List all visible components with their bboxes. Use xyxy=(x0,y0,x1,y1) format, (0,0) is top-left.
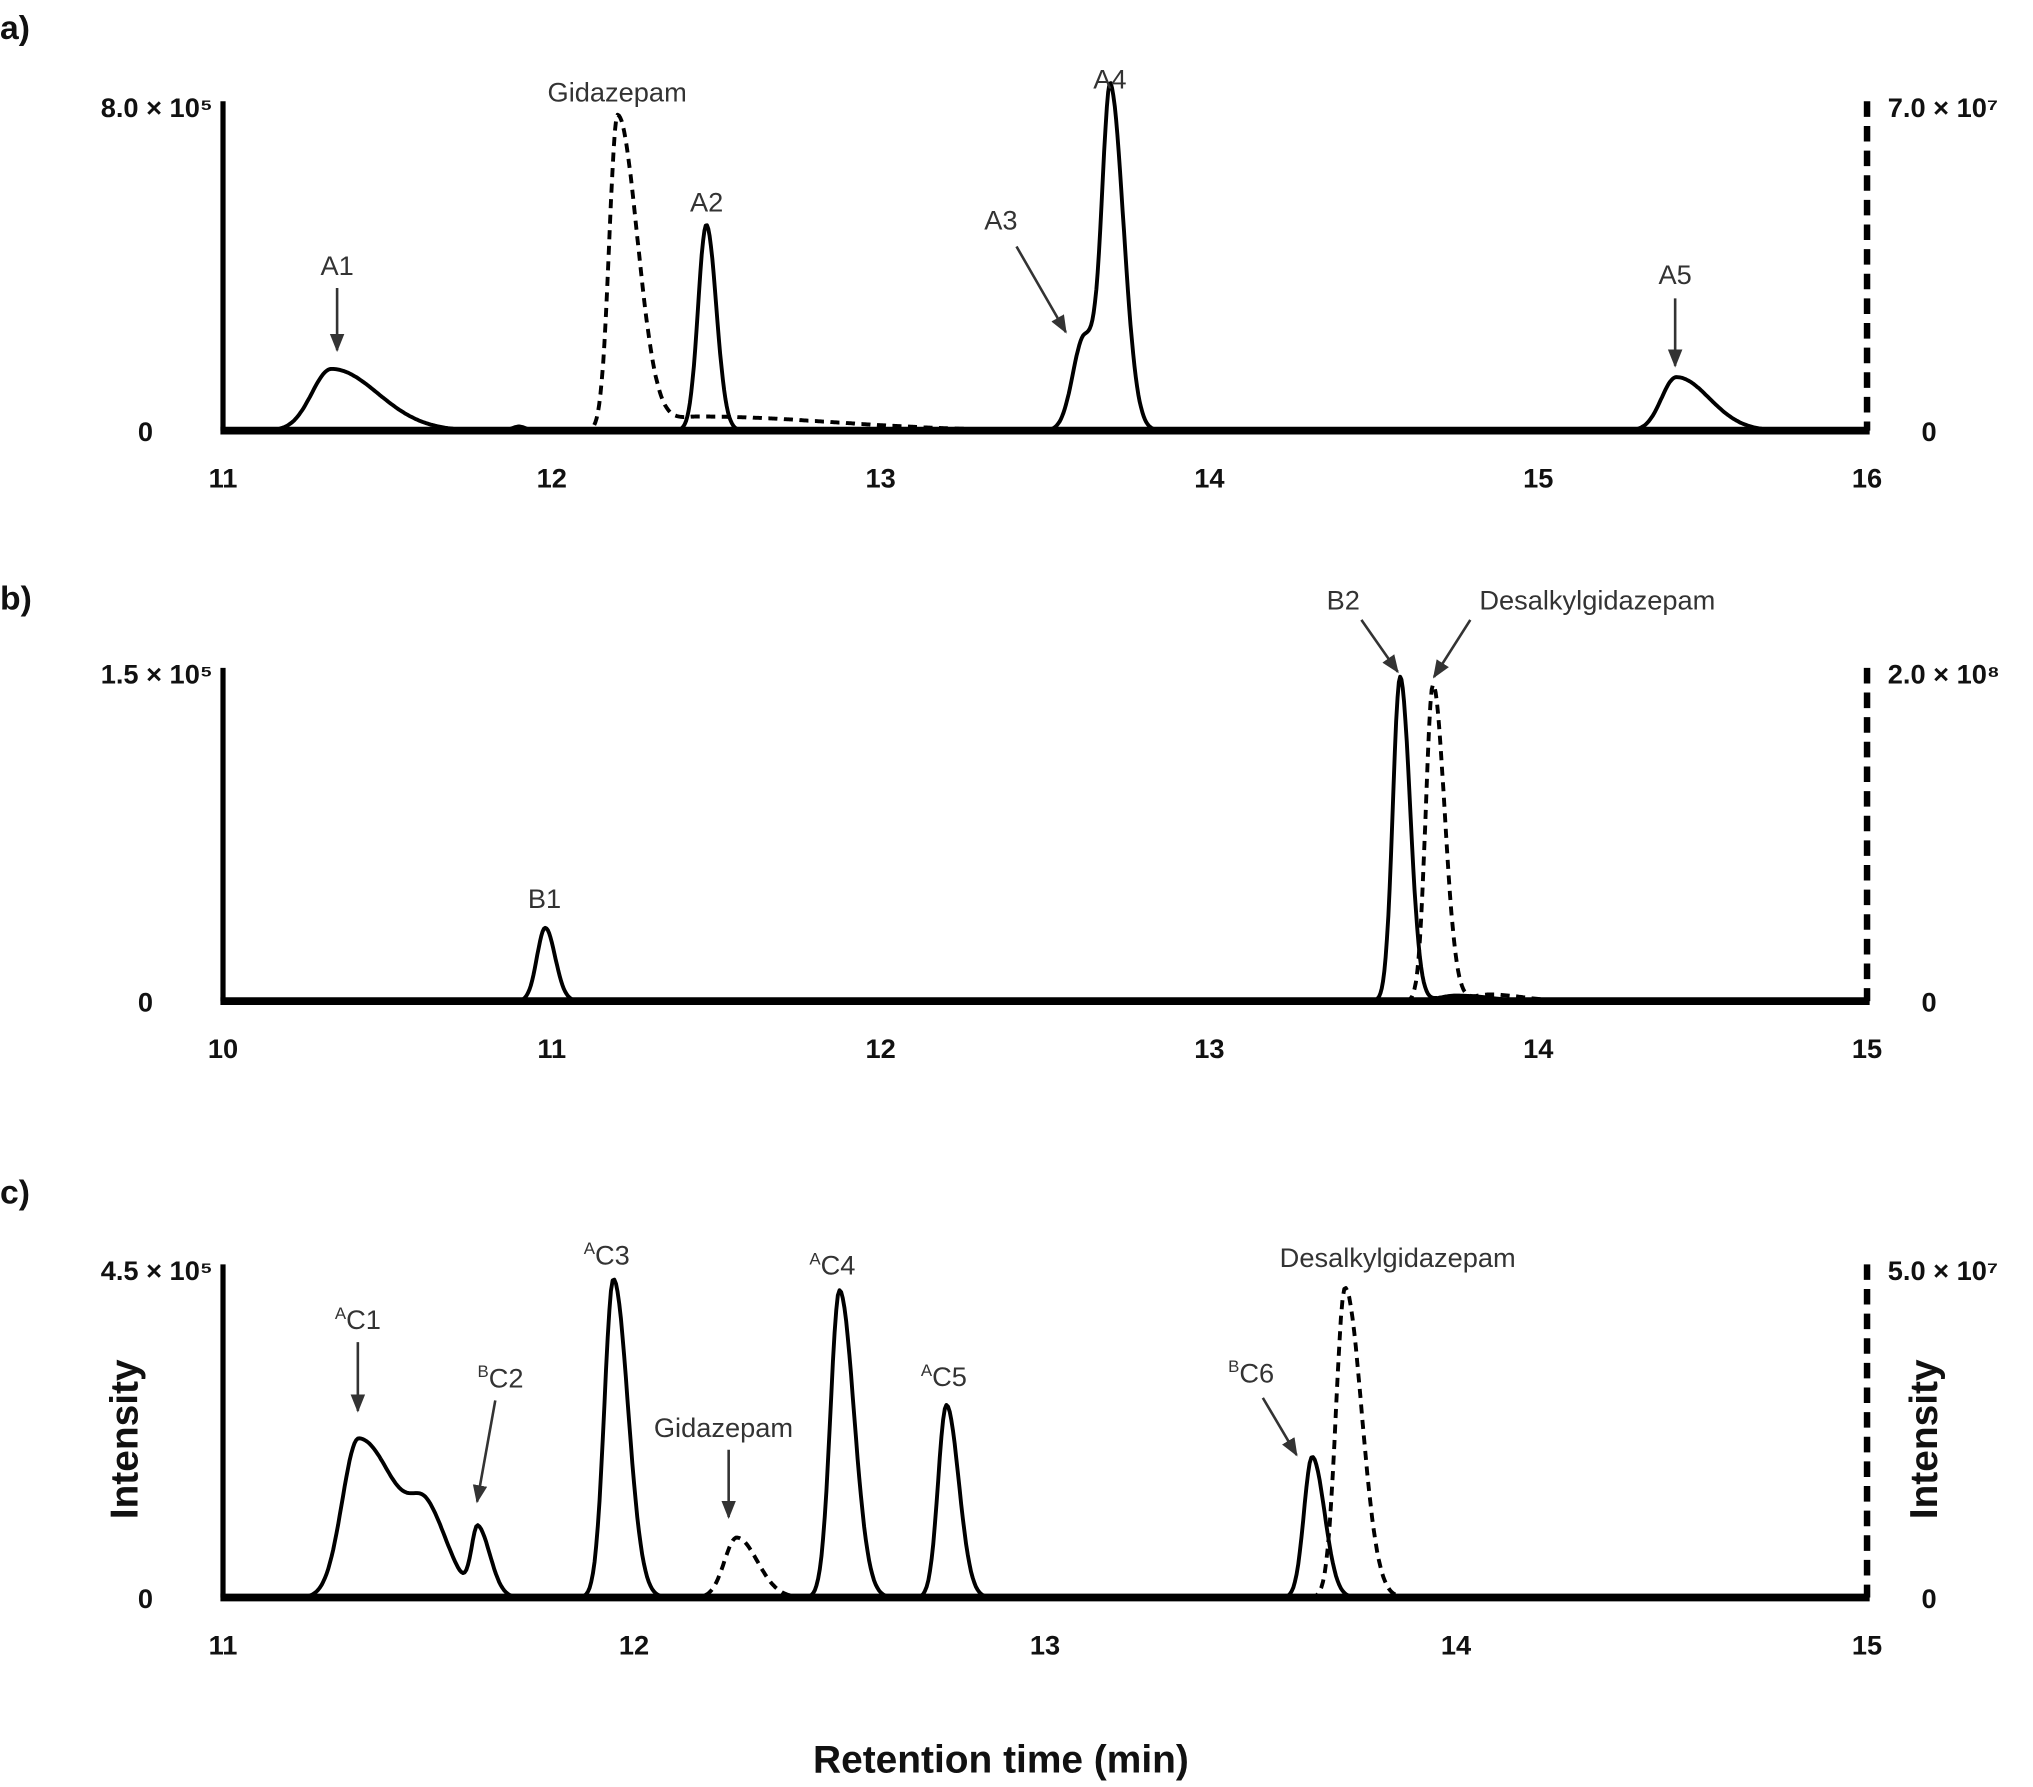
trace-dashed-right-axis xyxy=(222,682,1868,1004)
peak-label-text: C4 xyxy=(821,1250,856,1281)
x-tick-label: 15 xyxy=(1852,1630,1882,1661)
peak-label-text: B1 xyxy=(528,883,561,914)
peak-label: BC6 xyxy=(1228,1357,1274,1388)
panel-b: b) 1.5 × 10⁵ 0 2.0 × 10⁸ 0 10 11 12 13 14 15 B1 B2 De… xyxy=(0,580,2000,1065)
peak-label: A2 xyxy=(690,187,723,218)
x-tick-label: 14 xyxy=(1523,1033,1553,1064)
peak-label: Gidazepam xyxy=(548,76,687,107)
x-tick-label: 15 xyxy=(1852,1033,1882,1064)
peak-label-superscript: B xyxy=(477,1362,488,1381)
right-axis-zero-label: 0 xyxy=(1921,416,1936,447)
peak-label-text: B2 xyxy=(1327,585,1360,616)
peak-arrow xyxy=(472,1400,497,1504)
panel-label: c) xyxy=(0,1173,30,1211)
x-tick-label: 11 xyxy=(537,1033,566,1064)
trace-solid-left-axis xyxy=(222,674,1868,1004)
x-tick-label: 11 xyxy=(209,463,238,494)
peak-label: AC3 xyxy=(584,1239,630,1270)
peak-label-text: C6 xyxy=(1239,1357,1274,1388)
trace-solid-left-axis xyxy=(222,1277,1868,1600)
peak-label: A4 xyxy=(1093,63,1126,94)
peak-label: A3 xyxy=(984,205,1017,236)
peak-label: BC2 xyxy=(477,1362,523,1393)
trace-solid-left-axis xyxy=(222,81,1868,433)
peak-label-text: Desalkylgidazepam xyxy=(1479,585,1715,616)
peak-label-text: Desalkylgidazepam xyxy=(1280,1242,1516,1273)
x-tick-label: 15 xyxy=(1523,463,1553,494)
left-axis-max-label: 4.5 × 10⁵ xyxy=(101,1255,213,1286)
x-tick-label: 16 xyxy=(1852,463,1882,494)
y-axis-title-left: Intensity xyxy=(103,1359,146,1519)
x-tick-label: 14 xyxy=(1194,463,1224,494)
peak-label-superscript: A xyxy=(809,1249,821,1268)
peak-label-text: Gidazepam xyxy=(654,1412,793,1443)
x-tick-label: 12 xyxy=(537,463,567,494)
peak-arrow xyxy=(1261,1397,1298,1457)
y-axis-title-right: Intensity xyxy=(1903,1359,1946,1519)
panel-label: b) xyxy=(0,580,32,618)
peak-label-text: C1 xyxy=(346,1304,381,1335)
peak-label-superscript: A xyxy=(584,1239,596,1258)
peak-label-text: C2 xyxy=(489,1362,524,1393)
peak-label-text: Gidazepam xyxy=(548,76,687,107)
peak-label: AC1 xyxy=(335,1304,381,1335)
x-axis-title: Retention time (min) xyxy=(813,1739,1189,1782)
peak-label: A1 xyxy=(320,250,353,281)
peak-label: AC4 xyxy=(809,1249,855,1280)
left-axis-zero-label: 0 xyxy=(138,1583,153,1614)
right-axis-max-label: 7.0 × 10⁷ xyxy=(1888,92,1998,123)
right-axis-max-label: 5.0 × 10⁷ xyxy=(1888,1255,1998,1286)
peak-label-text: C5 xyxy=(932,1361,967,1392)
peak-label-text: A3 xyxy=(984,205,1017,236)
peak-label-text: A4 xyxy=(1093,63,1126,94)
x-tick-label: 12 xyxy=(619,1630,649,1661)
peak-label-text: A5 xyxy=(1659,259,1692,290)
peak-label: A5 xyxy=(1659,259,1692,290)
x-tick-label: 13 xyxy=(1194,1033,1224,1064)
peak-label-superscript: B xyxy=(1228,1357,1239,1376)
peak-label: B2 xyxy=(1327,585,1360,616)
x-tick-label: 14 xyxy=(1441,1630,1471,1661)
left-axis-zero-label: 0 xyxy=(138,986,153,1017)
peak-label: Gidazepam xyxy=(654,1412,793,1443)
panel-label: a) xyxy=(0,9,30,47)
peak-label-superscript: A xyxy=(921,1361,933,1380)
right-axis-max-label: 2.0 × 10⁸ xyxy=(1888,658,2000,689)
x-tick-label: 11 xyxy=(209,1630,238,1661)
x-tick-label: 13 xyxy=(1030,1630,1060,1661)
right-axis-zero-label: 0 xyxy=(1921,1583,1936,1614)
panel-a: a) 8.0 × 10⁵ 0 7.0 × 10⁷ 0 11 12 13 14 15 16 Gidaze… xyxy=(0,9,1998,494)
peak-label-text: A2 xyxy=(690,187,723,218)
peak-label-text: C3 xyxy=(595,1239,630,1270)
peak-label: Desalkylgidazepam xyxy=(1479,585,1715,616)
peak-label-text: A1 xyxy=(320,250,353,281)
peak-arrow xyxy=(1432,619,1472,679)
right-axis-zero-label: 0 xyxy=(1921,986,1936,1017)
x-tick-label: 12 xyxy=(865,1033,895,1064)
left-axis-max-label: 1.5 × 10⁵ xyxy=(101,658,213,689)
x-tick-label: 13 xyxy=(865,463,895,494)
left-axis-zero-label: 0 xyxy=(138,416,153,447)
peak-label: Desalkylgidazepam xyxy=(1280,1242,1516,1273)
peak-label-superscript: A xyxy=(335,1304,347,1323)
peak-arrow xyxy=(1015,245,1067,334)
x-tick-label: 10 xyxy=(208,1033,238,1064)
left-axis-max-label: 8.0 × 10⁵ xyxy=(101,92,213,123)
peak-arrow xyxy=(1360,619,1399,674)
peak-label: AC5 xyxy=(921,1361,967,1392)
trace-dashed-right-axis xyxy=(222,112,1868,433)
peak-label: B1 xyxy=(528,883,561,914)
